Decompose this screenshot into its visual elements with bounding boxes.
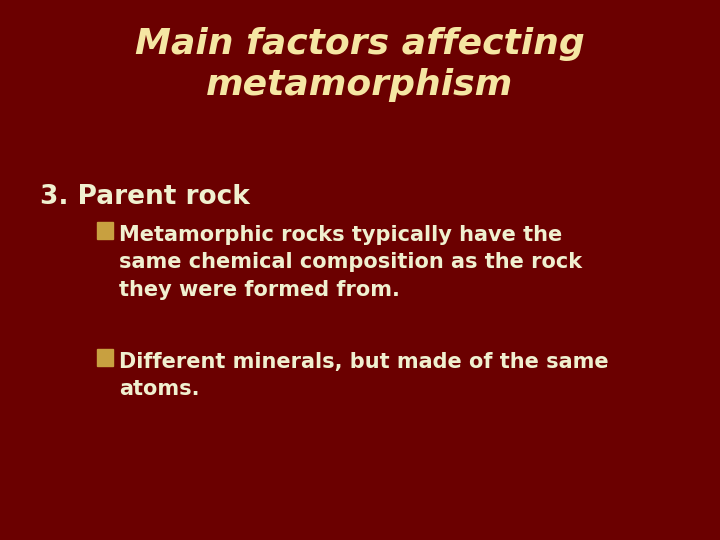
Text: 3. Parent rock: 3. Parent rock — [40, 184, 249, 210]
Text: Different minerals, but made of the same
atoms.: Different minerals, but made of the same… — [119, 352, 608, 399]
Text: Metamorphic rocks typically have the
same chemical composition as the rock
they : Metamorphic rocks typically have the sam… — [119, 225, 582, 300]
Text: Main factors affecting
metamorphism: Main factors affecting metamorphism — [135, 27, 585, 102]
FancyBboxPatch shape — [97, 349, 113, 366]
FancyBboxPatch shape — [97, 222, 113, 239]
